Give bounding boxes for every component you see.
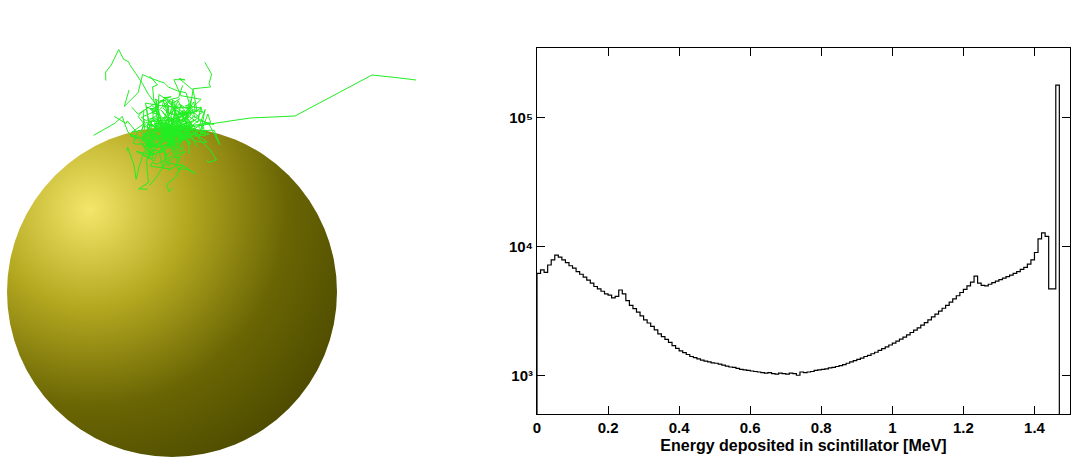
svg-text:0.4: 0.4 <box>669 419 691 436</box>
svg-text:1.4: 1.4 <box>1024 419 1046 436</box>
svg-text:10⁵: 10⁵ <box>509 109 533 126</box>
svg-text:Energy deposited in scintillat: Energy deposited in scintillator [MeV] <box>660 437 946 454</box>
svg-text:0.6: 0.6 <box>740 419 761 436</box>
svg-text:10³: 10³ <box>511 367 533 384</box>
svg-text:1.2: 1.2 <box>953 419 974 436</box>
svg-text:0: 0 <box>533 419 541 436</box>
svg-text:10⁴: 10⁴ <box>509 238 533 255</box>
svg-text:0.2: 0.2 <box>598 419 619 436</box>
svg-text:1: 1 <box>888 419 896 436</box>
svg-text:0.8: 0.8 <box>811 419 832 436</box>
